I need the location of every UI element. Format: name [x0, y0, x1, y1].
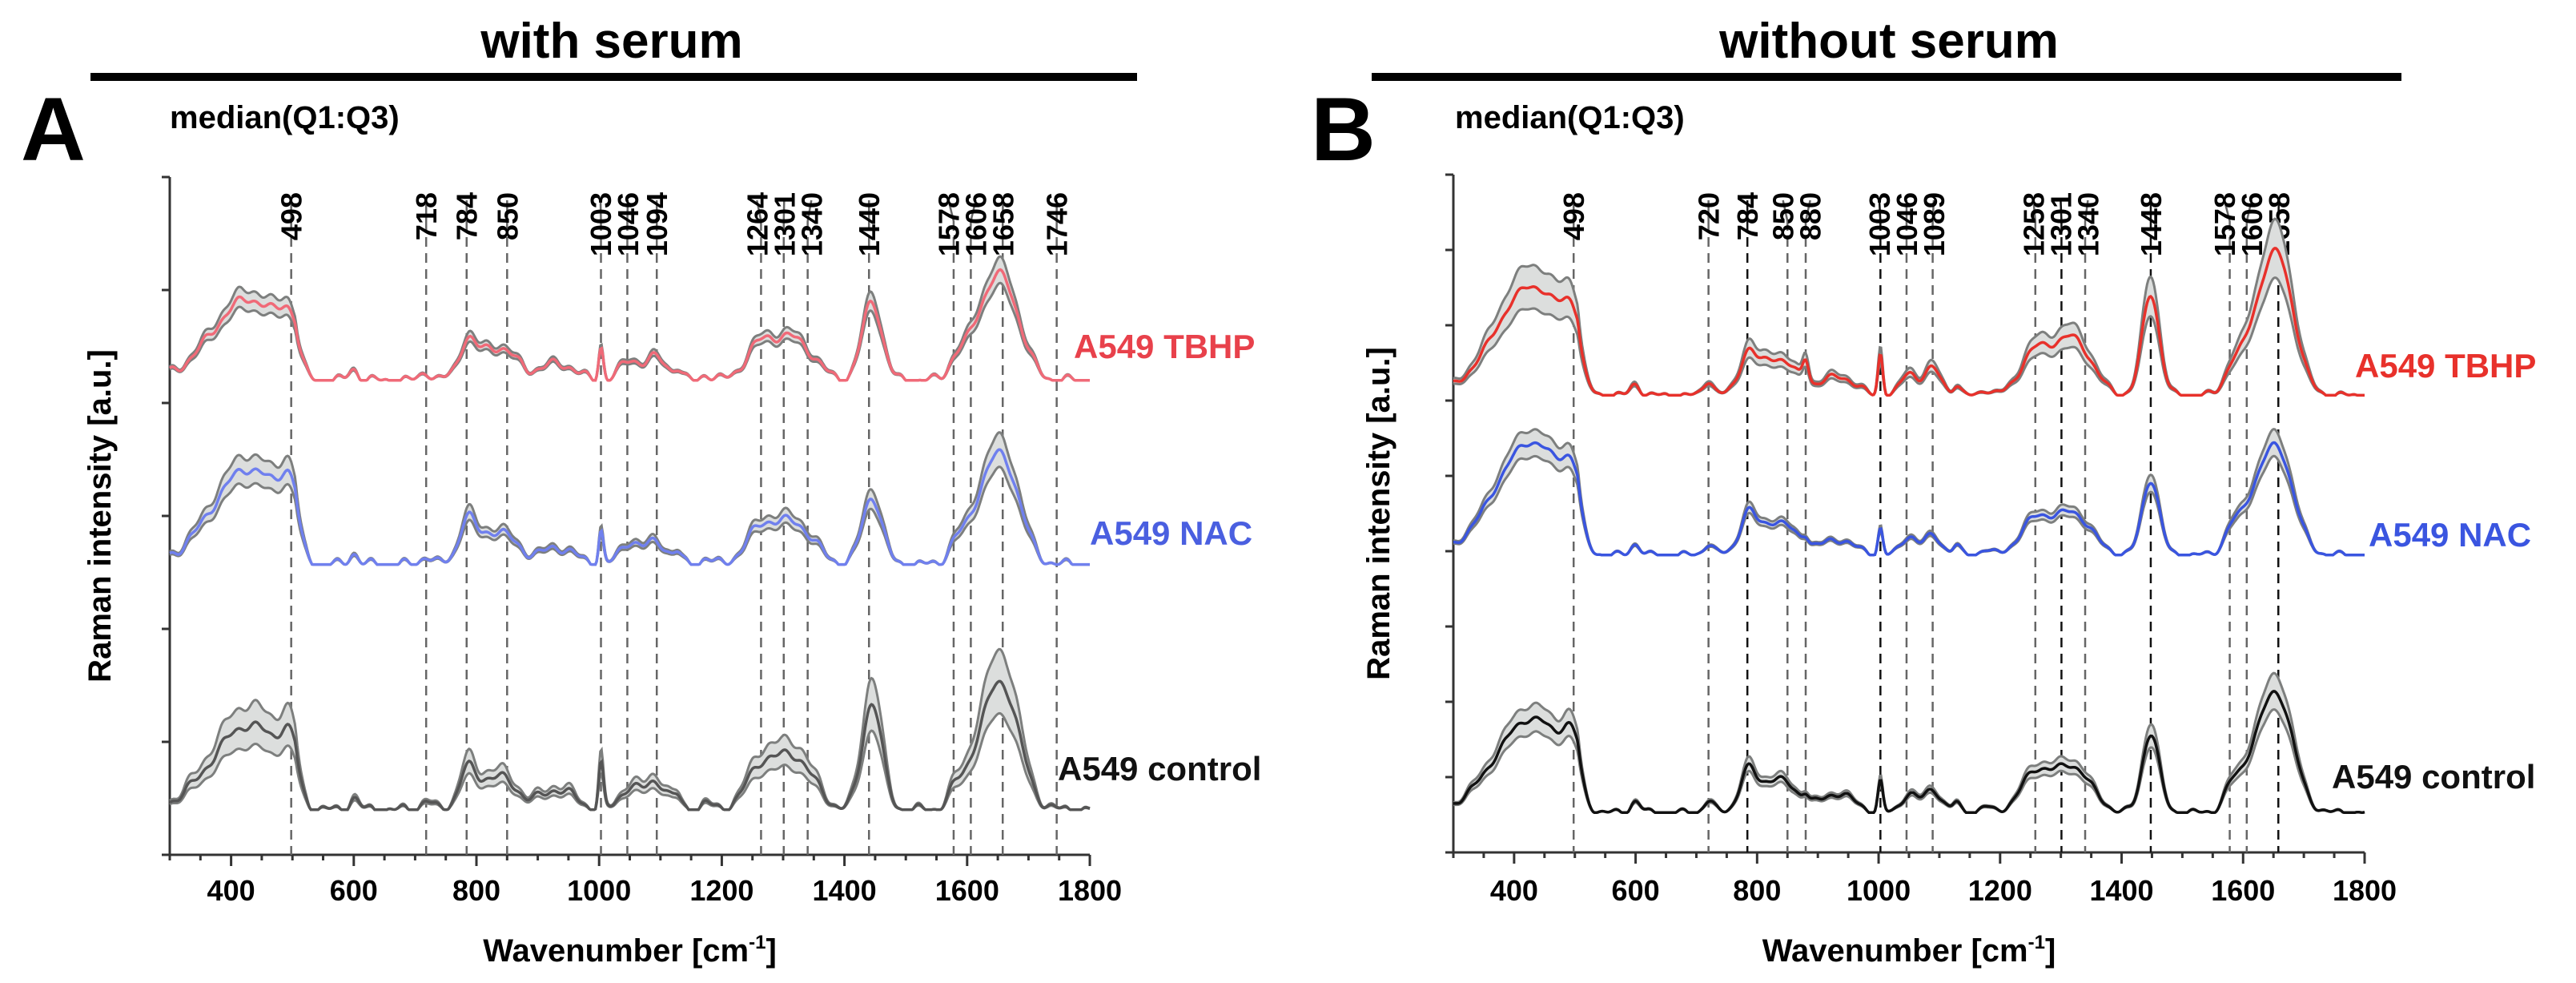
x-tick-label: 1800	[2333, 874, 2397, 907]
series-label: A549 TBHP	[2355, 347, 2536, 385]
series-label: A549 control	[1058, 750, 1261, 788]
series-a549-nac: A549 NAC	[1453, 429, 2531, 555]
x-tick-label: 400	[1490, 874, 1538, 907]
q1-line	[170, 713, 1090, 809]
panel-title: with serum	[480, 14, 742, 69]
x-label-superscript: -1	[749, 932, 766, 953]
peak-label: 1658	[987, 192, 1020, 256]
x-tick-label: 1000	[1847, 874, 1911, 907]
median-annotation: median(Q1:Q3)	[170, 100, 400, 135]
x-tick-label: 1200	[1968, 874, 2032, 907]
x-tick-label: 1200	[689, 874, 754, 907]
panel-letter: A	[21, 79, 86, 179]
x-tick-label: 800	[452, 874, 500, 907]
x-label-text: Wavenumber [cm	[1762, 933, 2028, 969]
peak-label: 718	[410, 192, 443, 240]
peak-label: 498	[1557, 192, 1590, 240]
peak-label: 1094	[641, 192, 673, 256]
median-annotation: median(Q1:Q3)	[1455, 100, 1685, 135]
q1-line	[1453, 710, 2365, 813]
x-tick-label: 600	[330, 874, 378, 907]
x-tick-label: 1400	[813, 874, 877, 907]
peak-label: 880	[1794, 192, 1827, 240]
x-tick-label: 400	[207, 874, 255, 907]
peak-label: 784	[1731, 192, 1764, 240]
x-tick-label: 800	[1733, 874, 1781, 907]
series-label: A549 control	[2332, 758, 2535, 796]
series-a549-tbhp: A549 TBHP	[1453, 219, 2536, 395]
peak-label: 1046	[612, 192, 645, 256]
y-axis-label: Raman intensity [a.u.]	[82, 349, 118, 683]
q3-line	[1453, 673, 2365, 812]
x-tick-label: 1000	[567, 874, 631, 907]
peak-label: 850	[491, 192, 524, 240]
x-label-superscript: -1	[2028, 932, 2045, 953]
peak-label: 1089	[1918, 192, 1951, 256]
series-label: A549 NAC	[1090, 514, 1252, 552]
peak-label: 1340	[795, 192, 828, 256]
panel-title: without serum	[1718, 14, 2059, 69]
q1-line	[1453, 278, 2365, 396]
peak-label: 1448	[2135, 192, 2168, 256]
x-label-text: Wavenumber [cm	[483, 933, 749, 969]
panel-letter: B	[1311, 79, 1376, 179]
median-line	[1453, 691, 2365, 812]
peak-label: 784	[451, 192, 484, 240]
series-a549-nac: A549 NAC	[170, 433, 1252, 565]
x-tick-label: 1600	[2211, 874, 2275, 907]
series-a549-tbhp: A549 TBHP	[170, 256, 1255, 381]
x-tick-label: 1600	[935, 874, 999, 907]
x-label-end: ]	[766, 933, 776, 969]
series-label: A549 NAC	[2369, 516, 2531, 554]
series-a549-control: A549 control	[170, 649, 1261, 809]
peak-label: 720	[1693, 192, 1726, 240]
x-axis-label: Wavenumber [cm-1]	[1762, 932, 2056, 969]
peak-label: 498	[275, 192, 308, 240]
x-axis-label: Wavenumber [cm-1]	[483, 932, 777, 969]
series-a549-control: A549 control	[1453, 673, 2535, 812]
peak-label: 1746	[1041, 192, 1074, 256]
series-label: A549 TBHP	[1074, 328, 1255, 365]
peak-label: 1340	[2072, 192, 2104, 256]
x-tick-label: 1400	[2089, 874, 2153, 907]
y-axis-label: Raman intensity [a.u.]	[1361, 347, 1397, 680]
median-line	[1453, 443, 2365, 555]
x-tick-label: 1800	[1058, 874, 1122, 907]
x-tick-label: 600	[1612, 874, 1660, 907]
x-label-end: ]	[2045, 933, 2056, 969]
peak-label: 1440	[853, 192, 886, 256]
